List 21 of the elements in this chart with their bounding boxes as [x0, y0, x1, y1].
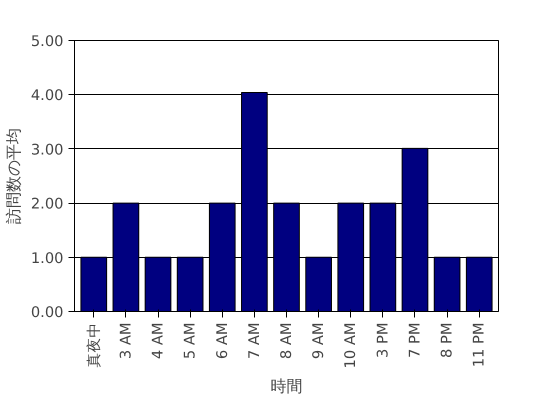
x-tick-label: 10 AM [342, 322, 360, 368]
x-tick-label: 11 PM [470, 322, 488, 368]
y-axis-title: 訪問数の平均 [4, 128, 23, 224]
x-tick-label: 6 AM [214, 322, 231, 360]
y-tick-label: 5.00 [30, 33, 64, 50]
y-tick-label: 1.00 [30, 250, 64, 267]
x-tick-label: 5 AM [182, 322, 199, 360]
y-tick-label: 3.00 [30, 141, 64, 158]
x-tick-label: 4 AM [150, 322, 167, 360]
y-tick-label: 2.00 [30, 196, 64, 213]
x-tick-label: 7 PM [406, 322, 424, 358]
x-tick-label: 真夜中 [85, 322, 102, 368]
x-tick-label: 3 PM [374, 322, 392, 358]
x-tick-label: 7 AM [246, 322, 263, 360]
x-tick-label: 9 AM [310, 322, 328, 360]
y-tick-label: 0.00 [30, 304, 64, 321]
x-axis-title: 時間 [270, 376, 302, 396]
x-tick-label: 3 AM [117, 322, 134, 360]
x-tick-label: 8 PM [438, 322, 456, 358]
x-tick-label: 8 AM [278, 322, 295, 360]
y-tick-label: 4.00 [30, 87, 64, 104]
